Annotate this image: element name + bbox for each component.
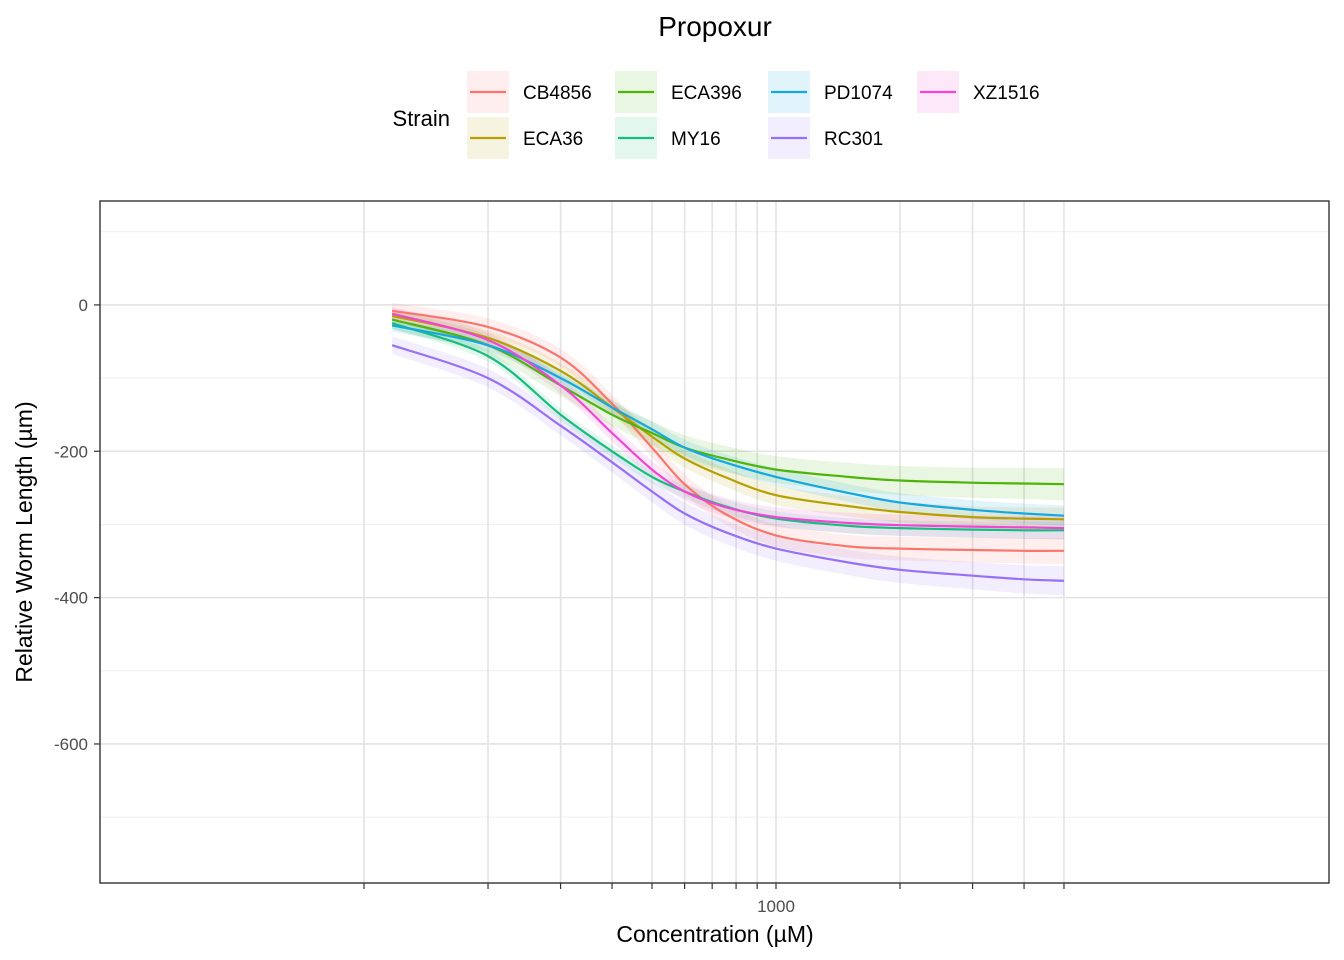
y-tick-label: 0 [79,296,88,315]
plot-border [99,200,1330,884]
legend-item-xz1516: XZ1516 [917,71,1040,113]
plot-panel [100,201,1329,883]
plot-area [99,200,1330,884]
band-my16 [392,317,1065,540]
legend-label-xz1516: XZ1516 [973,83,1040,104]
chart-title: Propoxur [658,11,772,42]
band-rc301 [392,336,1065,596]
legend-label-my16: MY16 [671,129,721,150]
legend-item-pd1074: PD1074 [768,71,893,113]
y-axis: 0 -200 -400 -600 [54,296,100,754]
x-axis-label: Concentration (µM) [616,921,813,947]
legend: CB4856 ECA36 ECA396 MY16 PD1074 RC301 XZ1516 [467,71,1040,159]
band-eca36 [392,308,1065,531]
legend-item-eca36: ECA36 [467,117,583,159]
line-pd1074 [391,324,1065,517]
band-cb4856 [392,302,1065,564]
series-lines [391,309,1065,582]
grid-major [100,201,1329,883]
legend-item-eca396: ECA396 [615,71,742,113]
legend-item-rc301: RC301 [768,117,883,159]
y-tick-label: -400 [54,589,88,608]
band-pd1074 [392,319,1065,526]
y-tick-label: -600 [54,735,88,754]
line-cb4856 [391,309,1065,552]
grid-minor [100,231,1329,818]
legend-item-my16: MY16 [615,117,721,159]
legend-label-rc301: RC301 [824,129,883,150]
y-tick-label: -200 [54,442,88,461]
x-axis: 1000 [363,883,1065,916]
line-rc301 [391,344,1065,582]
line-eca36 [391,314,1065,521]
legend-title: Strain [393,106,450,131]
legend-label-eca396: ECA396 [671,83,742,104]
line-eca396 [391,318,1065,486]
x-tick-label: 1000 [757,897,795,916]
legend-label-cb4856: CB4856 [523,83,592,104]
y-axis-label: Relative Worm Length (µm) [11,401,37,682]
legend-label-eca36: ECA36 [523,129,583,150]
legend-item-cb4856: CB4856 [467,71,592,113]
legend-label-pd1074: PD1074 [824,83,893,104]
line-xz1516 [391,312,1065,530]
